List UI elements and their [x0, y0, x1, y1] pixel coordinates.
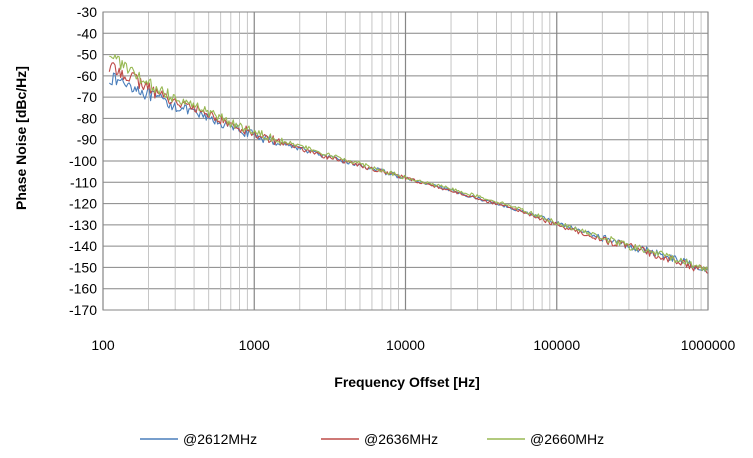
y-tick-label: -40	[77, 25, 97, 41]
x-axis-title: Frequency Offset [Hz]	[334, 374, 479, 390]
legend-label: @2660MHz	[530, 431, 604, 447]
series-point	[208, 111, 210, 113]
y-tick-label: -160	[69, 281, 97, 297]
series-point	[662, 254, 664, 256]
y-tick-label: -120	[69, 196, 97, 212]
series-point	[359, 162, 361, 164]
legend: @2612MHz @2636MHz @2660MHz	[140, 431, 604, 447]
plot-frame	[102, 11, 709, 311]
y-tick-label: -170	[69, 302, 97, 318]
series-point	[253, 130, 255, 132]
series-line	[108, 62, 709, 274]
series-point	[174, 105, 176, 107]
y-axis-title: Phase Noise [dBc/Hz]	[13, 66, 29, 210]
series-point	[326, 154, 328, 156]
series-point	[129, 83, 131, 85]
series-point	[299, 147, 301, 149]
series-point	[405, 177, 407, 179]
y-tick-label: -150	[69, 259, 97, 275]
y-tick-label: -140	[69, 238, 97, 254]
y-tick-label: -30	[77, 4, 97, 20]
legend-label: @2612MHz	[183, 431, 257, 447]
series-point	[148, 88, 150, 90]
y-tick-label: -70	[77, 89, 97, 105]
y-tick-label: -80	[77, 110, 97, 126]
y-tick-label: -60	[77, 68, 97, 84]
series-point	[129, 75, 131, 77]
series-point	[174, 101, 176, 103]
series-point	[148, 83, 150, 85]
x-tick-label: 10000	[386, 337, 425, 353]
y-tick-label: -90	[77, 132, 97, 148]
series-point	[230, 122, 232, 124]
series-point	[628, 245, 630, 247]
x-tick-label: 1000	[239, 337, 270, 353]
series-point	[108, 77, 110, 79]
series-point	[299, 145, 301, 147]
series-point	[662, 256, 664, 258]
y-tick-label: -50	[77, 47, 97, 63]
y-tick-label: -130	[69, 217, 97, 233]
x-tick-labels: 100 1000 10000 100000 1000000	[91, 337, 735, 353]
x-tick-label: 1000000	[681, 337, 736, 353]
series-point	[601, 237, 603, 239]
series-point	[129, 71, 131, 73]
series-point	[108, 52, 110, 54]
series-group	[108, 52, 709, 274]
x-tick-label: 100	[91, 337, 115, 353]
series-point	[359, 164, 361, 166]
series-point	[510, 205, 512, 207]
y-tick-label: -100	[69, 153, 97, 169]
y-tick-labels: -30 -40 -50 -60 -70 -80 -90 -100 -110 -120 -130 -14…	[69, 4, 97, 318]
series-point	[108, 66, 110, 68]
series-line	[109, 54, 709, 272]
series-point	[253, 135, 255, 137]
series-point	[450, 188, 452, 190]
legend-label: @2636MHz	[364, 431, 438, 447]
y-tick-label: -110	[70, 174, 97, 190]
series-point	[148, 94, 150, 96]
series-point	[326, 156, 328, 158]
x-tick-label: 100000	[533, 337, 580, 353]
series-point	[174, 96, 176, 98]
series-point	[556, 222, 558, 224]
